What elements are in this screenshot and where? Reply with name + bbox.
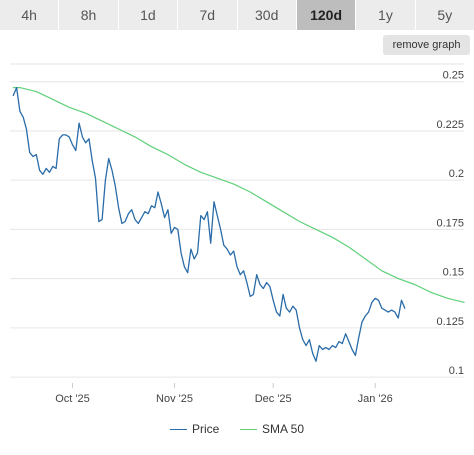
- x-tick-label: Nov '25: [156, 393, 193, 405]
- x-tick-label: Jan '26: [358, 393, 393, 405]
- y-axis: 0.1 0.125 0.15 0.175 0.2 0.225 0.25: [436, 70, 464, 377]
- x-tick-label: Dec '25: [255, 393, 292, 405]
- chart-series: [12, 86, 465, 362]
- y-tick-label: 0.225: [436, 119, 464, 131]
- y-tick-label: 0.15: [443, 267, 464, 279]
- legend-label-price: Price: [192, 422, 220, 436]
- price-swatch: [170, 428, 187, 430]
- remove-graph-button[interactable]: remove graph: [383, 35, 470, 55]
- x-tick-label: Oct '25: [55, 393, 90, 405]
- range-tabs: 4h 8h 1d 7d 30d 120d 1y 5y: [0, 0, 474, 30]
- y-tick-label: 0.175: [436, 217, 464, 229]
- legend-label-sma: SMA 50: [262, 422, 305, 436]
- tab-4h[interactable]: 4h: [0, 0, 60, 30]
- y-tick-label: 0.1: [449, 365, 464, 377]
- tab-1d[interactable]: 1d: [118, 0, 179, 30]
- tab-7d[interactable]: 7d: [178, 0, 238, 30]
- y-tick-label: 0.25: [443, 70, 464, 82]
- y-tick-label: 0.125: [436, 316, 464, 328]
- tab-120d[interactable]: 120d: [296, 0, 357, 30]
- tab-5y[interactable]: 5y: [415, 0, 474, 30]
- legend-item-sma[interactable]: SMA 50: [240, 418, 304, 440]
- tab-30d[interactable]: 30d: [237, 0, 297, 30]
- tab-1y[interactable]: 1y: [356, 0, 416, 30]
- sma-swatch: [240, 428, 257, 430]
- y-tick-label: 0.2: [449, 168, 464, 180]
- price-series-line: [12, 86, 406, 362]
- chart-legend: Price SMA 50: [0, 418, 474, 440]
- legend-item-price[interactable]: Price: [170, 418, 219, 440]
- chart-grid: [10, 63, 464, 378]
- sma-series-line: [12, 86, 465, 303]
- tab-8h[interactable]: 8h: [59, 0, 119, 30]
- x-axis: Oct '25 Nov '25 Dec '25 Jan '26: [55, 383, 393, 405]
